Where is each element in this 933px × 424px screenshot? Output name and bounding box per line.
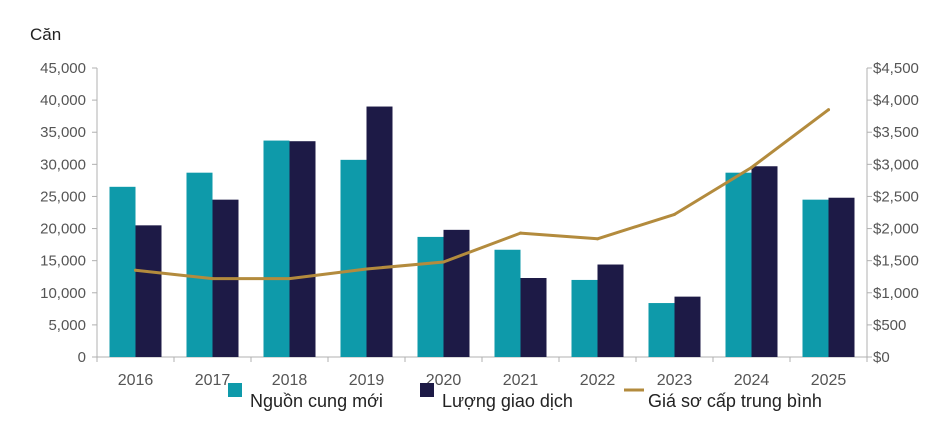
x-tick-label: 2020 <box>426 372 462 389</box>
x-tick-label: 2016 <box>118 372 154 389</box>
x-tick-label: 2025 <box>811 372 847 389</box>
price-point <box>519 231 522 235</box>
bar-new-supply <box>802 199 829 357</box>
price-point <box>442 260 445 264</box>
price-point <box>211 277 214 281</box>
left-y-tick-label: 30,000 <box>40 156 86 173</box>
right-y-tick-label: $4,000 <box>873 92 919 109</box>
price-point <box>596 237 599 241</box>
right-y-tick-label: $0 <box>873 349 890 366</box>
bar-transactions <box>674 296 701 357</box>
x-tick-label: 2023 <box>657 372 693 389</box>
bar-transactions <box>597 264 624 357</box>
x-tick-label: 2018 <box>272 372 308 389</box>
right-y-tick-label: $3,500 <box>873 124 919 141</box>
right-y-tick-label: $2,000 <box>873 221 919 238</box>
bar-transactions <box>751 166 778 357</box>
bar-new-supply <box>648 303 675 357</box>
bar-transactions <box>520 278 547 357</box>
x-tick-label: 2021 <box>503 372 539 389</box>
bar-transactions <box>289 141 316 357</box>
bar-transactions <box>443 229 470 357</box>
bar-new-supply <box>725 172 752 357</box>
y-unit-label: Căn <box>30 25 61 44</box>
left-y-tick-label: 15,000 <box>40 253 86 270</box>
bar-transactions <box>828 197 855 357</box>
legend-label: Lượng giao dịch <box>442 391 573 411</box>
price-point <box>365 267 368 271</box>
bar-transactions <box>366 106 393 358</box>
bar-new-supply <box>109 186 136 357</box>
x-tick-label: 2024 <box>734 372 770 389</box>
right-y-tick-label: $1,500 <box>873 253 919 270</box>
right-y-tick-label: $3,000 <box>873 156 919 173</box>
price-point <box>750 166 753 170</box>
left-y-tick-label: 20,000 <box>40 221 86 238</box>
bar-transactions <box>135 225 162 357</box>
bar-new-supply <box>571 279 598 357</box>
bar-new-supply <box>263 140 290 357</box>
x-tick-label: 2019 <box>349 372 385 389</box>
bar-new-supply <box>340 159 367 357</box>
bar-new-supply <box>494 249 521 357</box>
left-y-tick-label: 35,000 <box>40 124 86 141</box>
left-y-tick-label: 45,000 <box>40 60 86 77</box>
chart-legend: Nguồn cung mới Lượng giao dịch Giá sơ cấp … <box>228 383 822 411</box>
right-y-tick-label: $2,500 <box>873 188 919 205</box>
x-tick-label: 2022 <box>580 372 616 389</box>
legend-label: Giá sơ cấp trung bình <box>648 391 822 411</box>
chart-price-line <box>134 108 830 281</box>
price-point <box>673 212 676 216</box>
chart-axes: 0 5,000 10,000 15,000 20,000 25,000 30,000 35,0… <box>40 60 919 389</box>
price-point <box>827 108 830 112</box>
right-y-tick-label: $1,000 <box>873 285 919 302</box>
legend-swatch <box>420 383 434 397</box>
left-y-tick-label: 25,000 <box>40 188 86 205</box>
right-y-tick-label: $4,500 <box>873 60 919 77</box>
price-point <box>288 277 291 281</box>
price-line <box>134 108 830 281</box>
x-tick-label: 2017 <box>195 372 231 389</box>
legend-label: Nguồn cung mới <box>250 391 383 411</box>
left-y-tick-label: 40,000 <box>40 92 86 109</box>
price-point <box>134 268 137 272</box>
left-y-tick-label: 0 <box>78 349 86 366</box>
left-y-tick-label: 10,000 <box>40 285 86 302</box>
chart-bars <box>109 106 855 358</box>
right-y-tick-label: $500 <box>873 317 906 334</box>
left-y-tick-label: 5,000 <box>48 317 86 334</box>
bar-new-supply <box>186 172 213 357</box>
legend-swatch <box>228 383 242 397</box>
bar-new-supply <box>417 236 444 357</box>
